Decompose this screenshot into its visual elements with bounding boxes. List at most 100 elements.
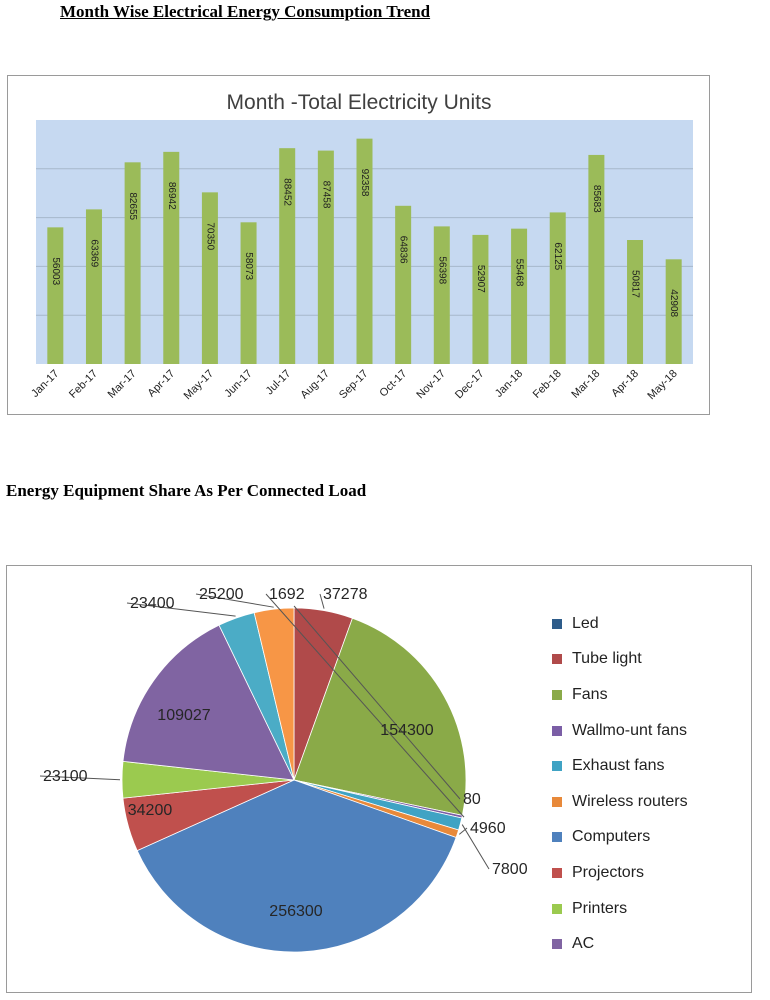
legend-label: Wireless routers — [572, 792, 688, 810]
x-tick-label: Mar-18 — [569, 368, 602, 401]
legend-item: Computers — [552, 820, 688, 856]
pie-chart-panel: 80 37278 154300 1692 7800 4960 256300 34200 2310… — [6, 565, 752, 993]
legend-item: Led — [552, 606, 688, 642]
bar — [665, 259, 682, 364]
legend-swatch — [552, 761, 562, 772]
slice-value-label: 37278 — [323, 586, 368, 603]
legend-swatch — [552, 618, 562, 629]
bar — [85, 209, 102, 364]
legend-swatch — [552, 867, 562, 878]
bar — [627, 240, 644, 364]
bar — [356, 138, 373, 364]
legend-swatch — [552, 689, 562, 700]
legend-label: Projectors — [572, 863, 645, 881]
bar-value-label: 56398 — [436, 256, 447, 284]
bar-value-label: 92358 — [359, 169, 370, 197]
bar — [433, 226, 450, 364]
pie-slice — [253, 607, 295, 781]
legend-item: Tube light — [552, 642, 688, 678]
x-tick-label: Jul-17 — [264, 368, 294, 398]
bar — [317, 150, 334, 364]
x-tick-label: Feb-17 — [67, 368, 100, 401]
trend-heading: Month Wise Electrical Energy Consumption… — [60, 2, 431, 21]
slice-value-label: 80 — [463, 791, 481, 808]
legend-item: AC — [552, 926, 688, 962]
legend-swatch — [552, 796, 562, 807]
legend-swatch — [552, 903, 562, 914]
bar-value-label: 55468 — [514, 259, 525, 287]
slice-value-label: 4960 — [470, 820, 506, 837]
bar — [511, 228, 528, 364]
legend-label: Computers — [572, 828, 651, 846]
bar — [163, 151, 180, 364]
bar-value-label: 82655 — [127, 192, 138, 220]
bar-value-label: 86942 — [166, 182, 177, 210]
bar — [549, 212, 566, 364]
legend-swatch — [552, 654, 562, 665]
legend-label: Led — [572, 614, 599, 632]
slice-value-label: 7800 — [492, 861, 528, 878]
slice-value-label: 256300 — [269, 903, 322, 920]
legend-swatch — [552, 725, 562, 736]
leader-line — [39, 775, 121, 781]
bar-value-label: 70350 — [204, 222, 215, 250]
bar — [395, 205, 412, 364]
x-tick-label: Apr-17 — [146, 368, 178, 400]
legend-label: Wallmo-unt fans — [572, 721, 687, 739]
bar-value-label: 85683 — [591, 185, 602, 213]
bar-value-label: 52907 — [475, 265, 486, 293]
legend-item: Exhaust fans — [552, 748, 688, 784]
x-tick-label: Apr-18 — [609, 368, 641, 400]
bar-value-label: 64836 — [398, 236, 409, 264]
bar — [201, 192, 218, 364]
x-tick-label: Aug-17 — [298, 368, 332, 402]
x-tick-label: Oct-17 — [377, 368, 409, 400]
slice-value-label: 1692 — [269, 586, 305, 603]
x-tick-label: Jan-17 — [29, 368, 61, 400]
share-heading: Energy Equipment Share As Per Connected … — [6, 481, 367, 500]
bar-chart: Month -Total Electricity Units 56003 6336… — [29, 91, 693, 402]
legend-item: Printers — [552, 891, 688, 927]
x-tick-label: Nov-17 — [414, 368, 448, 402]
legend-label: Fans — [572, 685, 608, 703]
leader-line — [293, 605, 461, 800]
legend-swatch — [552, 939, 562, 950]
pie-slice — [122, 624, 295, 781]
bar — [124, 162, 141, 364]
pie-slice — [293, 617, 467, 816]
x-tick-label: Jan-18 — [493, 368, 525, 400]
bar-value-label: 87458 — [320, 181, 331, 209]
bar-value-label: 42908 — [668, 289, 679, 317]
bar — [240, 222, 257, 364]
leader-line — [319, 593, 325, 609]
bar-value-label: 63369 — [88, 239, 99, 267]
leader-line — [126, 602, 236, 617]
legend-item: Fans — [552, 677, 688, 713]
legend-swatch — [552, 832, 562, 843]
slice-value-label: 23400 — [130, 595, 175, 612]
bar-value-label: 88452 — [282, 178, 293, 206]
x-tick-label: Jun-17 — [222, 368, 254, 400]
bar — [279, 148, 296, 364]
legend-label: Printers — [572, 899, 628, 917]
x-tick-label: Mar-17 — [106, 368, 139, 401]
x-tick-label: May-18 — [645, 368, 679, 402]
pie-slice — [136, 779, 457, 953]
x-tick-label: Sep-17 — [337, 368, 371, 402]
slice-value-label: 25200 — [199, 586, 244, 603]
leader-line — [265, 593, 465, 818]
bar — [588, 154, 605, 364]
pie-chart: 80 37278 154300 1692 7800 4960 256300 34200 2310… — [39, 586, 528, 953]
pie-legend: Led Tube light Fans Wallmo-unt fans Exhaust … — [552, 606, 688, 962]
chart-title: Month -Total Electricity Units — [227, 91, 492, 114]
bar-value-label: 56003 — [50, 257, 61, 285]
slice-value-label: 154300 — [380, 722, 433, 739]
legend-item: Projectors — [552, 855, 688, 891]
slice-value-label: 34200 — [128, 802, 173, 819]
x-tick-label: Dec-17 — [453, 368, 487, 402]
x-tick-label: May-17 — [182, 368, 216, 402]
bar — [47, 227, 64, 364]
bar-value-label: 58073 — [243, 252, 254, 280]
bar-value-label: 50817 — [630, 270, 641, 298]
legend-label: Tube light — [572, 650, 642, 668]
